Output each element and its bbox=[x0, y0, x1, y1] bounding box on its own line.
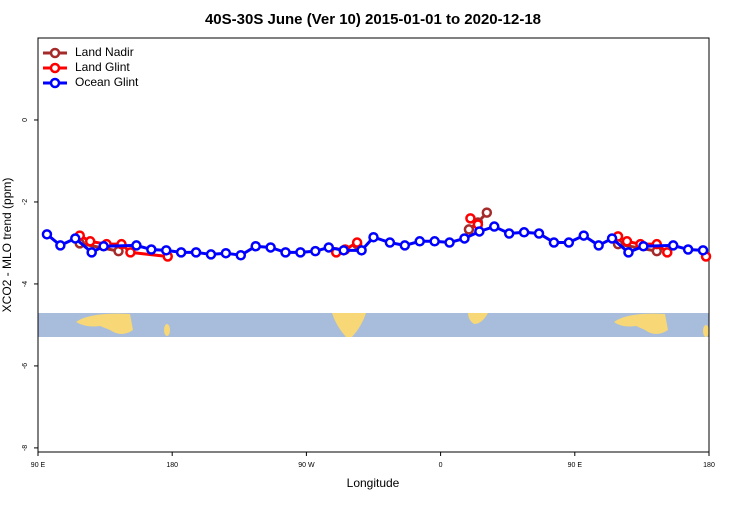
data-point bbox=[205, 249, 217, 260]
legend-marker bbox=[49, 47, 61, 59]
data-point bbox=[533, 228, 545, 239]
data-point bbox=[563, 237, 575, 248]
land bbox=[614, 313, 668, 334]
x-tick-label: 180 bbox=[166, 462, 178, 469]
data-point bbox=[70, 233, 81, 244]
data-point bbox=[593, 240, 604, 251]
data-point bbox=[518, 227, 530, 238]
data-point bbox=[481, 207, 493, 218]
x-tick-label: 0 bbox=[439, 462, 443, 469]
legend-marker bbox=[49, 77, 61, 89]
data-point bbox=[86, 247, 97, 258]
data-point bbox=[697, 245, 709, 256]
y-tick-label: -2 bbox=[22, 199, 29, 205]
data-point bbox=[175, 247, 187, 258]
y-tick-label: -6 bbox=[22, 363, 29, 369]
data-point bbox=[338, 245, 349, 256]
data-point bbox=[160, 245, 172, 256]
data-point bbox=[351, 237, 363, 248]
legend-marker bbox=[49, 62, 61, 74]
data-point bbox=[84, 236, 96, 247]
x-tick-label: 90 E bbox=[568, 462, 583, 469]
data-point bbox=[414, 236, 425, 247]
x-tick-label: 180 bbox=[703, 462, 715, 469]
data-point bbox=[429, 236, 440, 247]
data-point bbox=[667, 240, 679, 251]
data-point bbox=[463, 224, 475, 235]
y-axis-label: XCO2 - MLO trend (ppm) bbox=[0, 178, 14, 313]
data-point bbox=[125, 247, 136, 258]
data-point bbox=[190, 247, 202, 258]
data-point bbox=[459, 233, 470, 244]
x-tick-label: 90 W bbox=[298, 462, 315, 469]
data-point bbox=[682, 244, 694, 255]
data-point bbox=[548, 237, 560, 248]
data-point bbox=[235, 249, 247, 261]
data-point bbox=[489, 221, 500, 232]
data-point bbox=[98, 240, 109, 252]
data-point bbox=[55, 240, 66, 251]
plot-frame bbox=[37, 37, 710, 453]
land bbox=[703, 325, 709, 337]
data-point bbox=[41, 229, 53, 240]
data-point bbox=[295, 247, 306, 258]
data-point bbox=[356, 245, 367, 256]
y-tick-label: -8 bbox=[22, 445, 29, 451]
data-point bbox=[661, 247, 673, 258]
data-point bbox=[621, 236, 633, 247]
data-point bbox=[146, 244, 157, 255]
y-tick-label: 0 bbox=[22, 118, 29, 122]
legend-label: Land Nadir bbox=[75, 45, 134, 59]
data-point bbox=[444, 237, 455, 248]
land bbox=[332, 313, 366, 337]
data-point bbox=[280, 247, 291, 258]
land bbox=[76, 313, 133, 334]
data-point bbox=[606, 233, 618, 244]
data-point bbox=[265, 242, 276, 253]
data-point bbox=[465, 213, 476, 224]
data-point bbox=[503, 228, 515, 239]
data-point bbox=[220, 247, 232, 259]
data-point bbox=[310, 245, 321, 257]
data-point bbox=[578, 230, 589, 241]
x-axis-label: Longitude bbox=[347, 476, 400, 490]
data-point bbox=[131, 240, 142, 251]
chart-title: 40S-30S June (Ver 10) 2015-01-01 to 2020… bbox=[205, 11, 541, 28]
data-point bbox=[474, 226, 485, 237]
legend-label: Land Glint bbox=[75, 60, 130, 74]
x-tick-label: 90 E bbox=[31, 462, 46, 469]
data-point bbox=[638, 240, 649, 252]
data-point bbox=[323, 242, 335, 253]
data-point bbox=[368, 231, 379, 243]
land bbox=[164, 324, 170, 336]
data-point bbox=[399, 240, 411, 251]
land bbox=[468, 313, 488, 324]
data-point bbox=[250, 240, 261, 252]
data-point bbox=[623, 247, 634, 258]
data-point bbox=[384, 237, 396, 248]
ocean-band bbox=[38, 313, 709, 337]
y-tick-label: -4 bbox=[22, 281, 29, 287]
legend-label: Ocean Glint bbox=[75, 75, 139, 89]
map-strip bbox=[38, 313, 709, 337]
